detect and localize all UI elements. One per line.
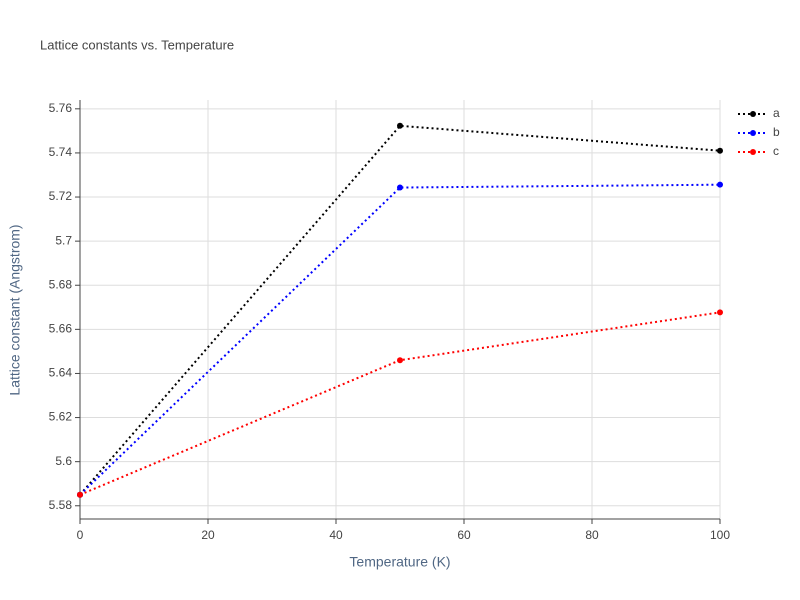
x-tick-label: 100 [710, 528, 730, 542]
legend-label: c [773, 144, 779, 158]
y-tick-label: 5.72 [49, 189, 73, 203]
y-axis-label: Lattice constant (Angstrom) [7, 224, 23, 395]
y-tick-label: 5.62 [49, 410, 73, 424]
legend-marker [750, 130, 756, 136]
y-tick-label: 5.6 [55, 454, 72, 468]
y-tick-label: 5.64 [49, 366, 73, 380]
data-point [397, 357, 403, 364]
x-tick-label: 20 [201, 528, 215, 542]
y-tick-label: 5.68 [49, 277, 73, 291]
x-tick-label: 40 [329, 528, 343, 542]
legend-marker [750, 111, 756, 117]
y-tick-label: 5.76 [49, 101, 73, 115]
series-line [79, 311, 721, 496]
x-tick-label: 60 [457, 528, 471, 542]
series-line [79, 124, 721, 496]
data-point [77, 491, 83, 498]
x-tick-label: 80 [585, 528, 599, 542]
data-point [397, 184, 403, 191]
data-point [397, 122, 403, 129]
y-tick-label: 5.58 [49, 498, 73, 512]
legend-marker [750, 149, 756, 155]
x-axis-label: Temperature (K) [349, 554, 450, 570]
x-tick-label: 0 [77, 528, 84, 542]
series-line [79, 183, 721, 496]
data-point [717, 309, 723, 316]
y-tick-label: 5.7 [55, 233, 72, 247]
data-point [717, 147, 723, 154]
y-tick-label: 5.66 [49, 322, 73, 336]
chart-title: Lattice constants vs. Temperature [40, 37, 234, 52]
legend-label: a [773, 106, 780, 120]
legend-label: b [773, 125, 780, 139]
y-tick-label: 5.74 [49, 145, 73, 159]
data-point [717, 181, 723, 188]
